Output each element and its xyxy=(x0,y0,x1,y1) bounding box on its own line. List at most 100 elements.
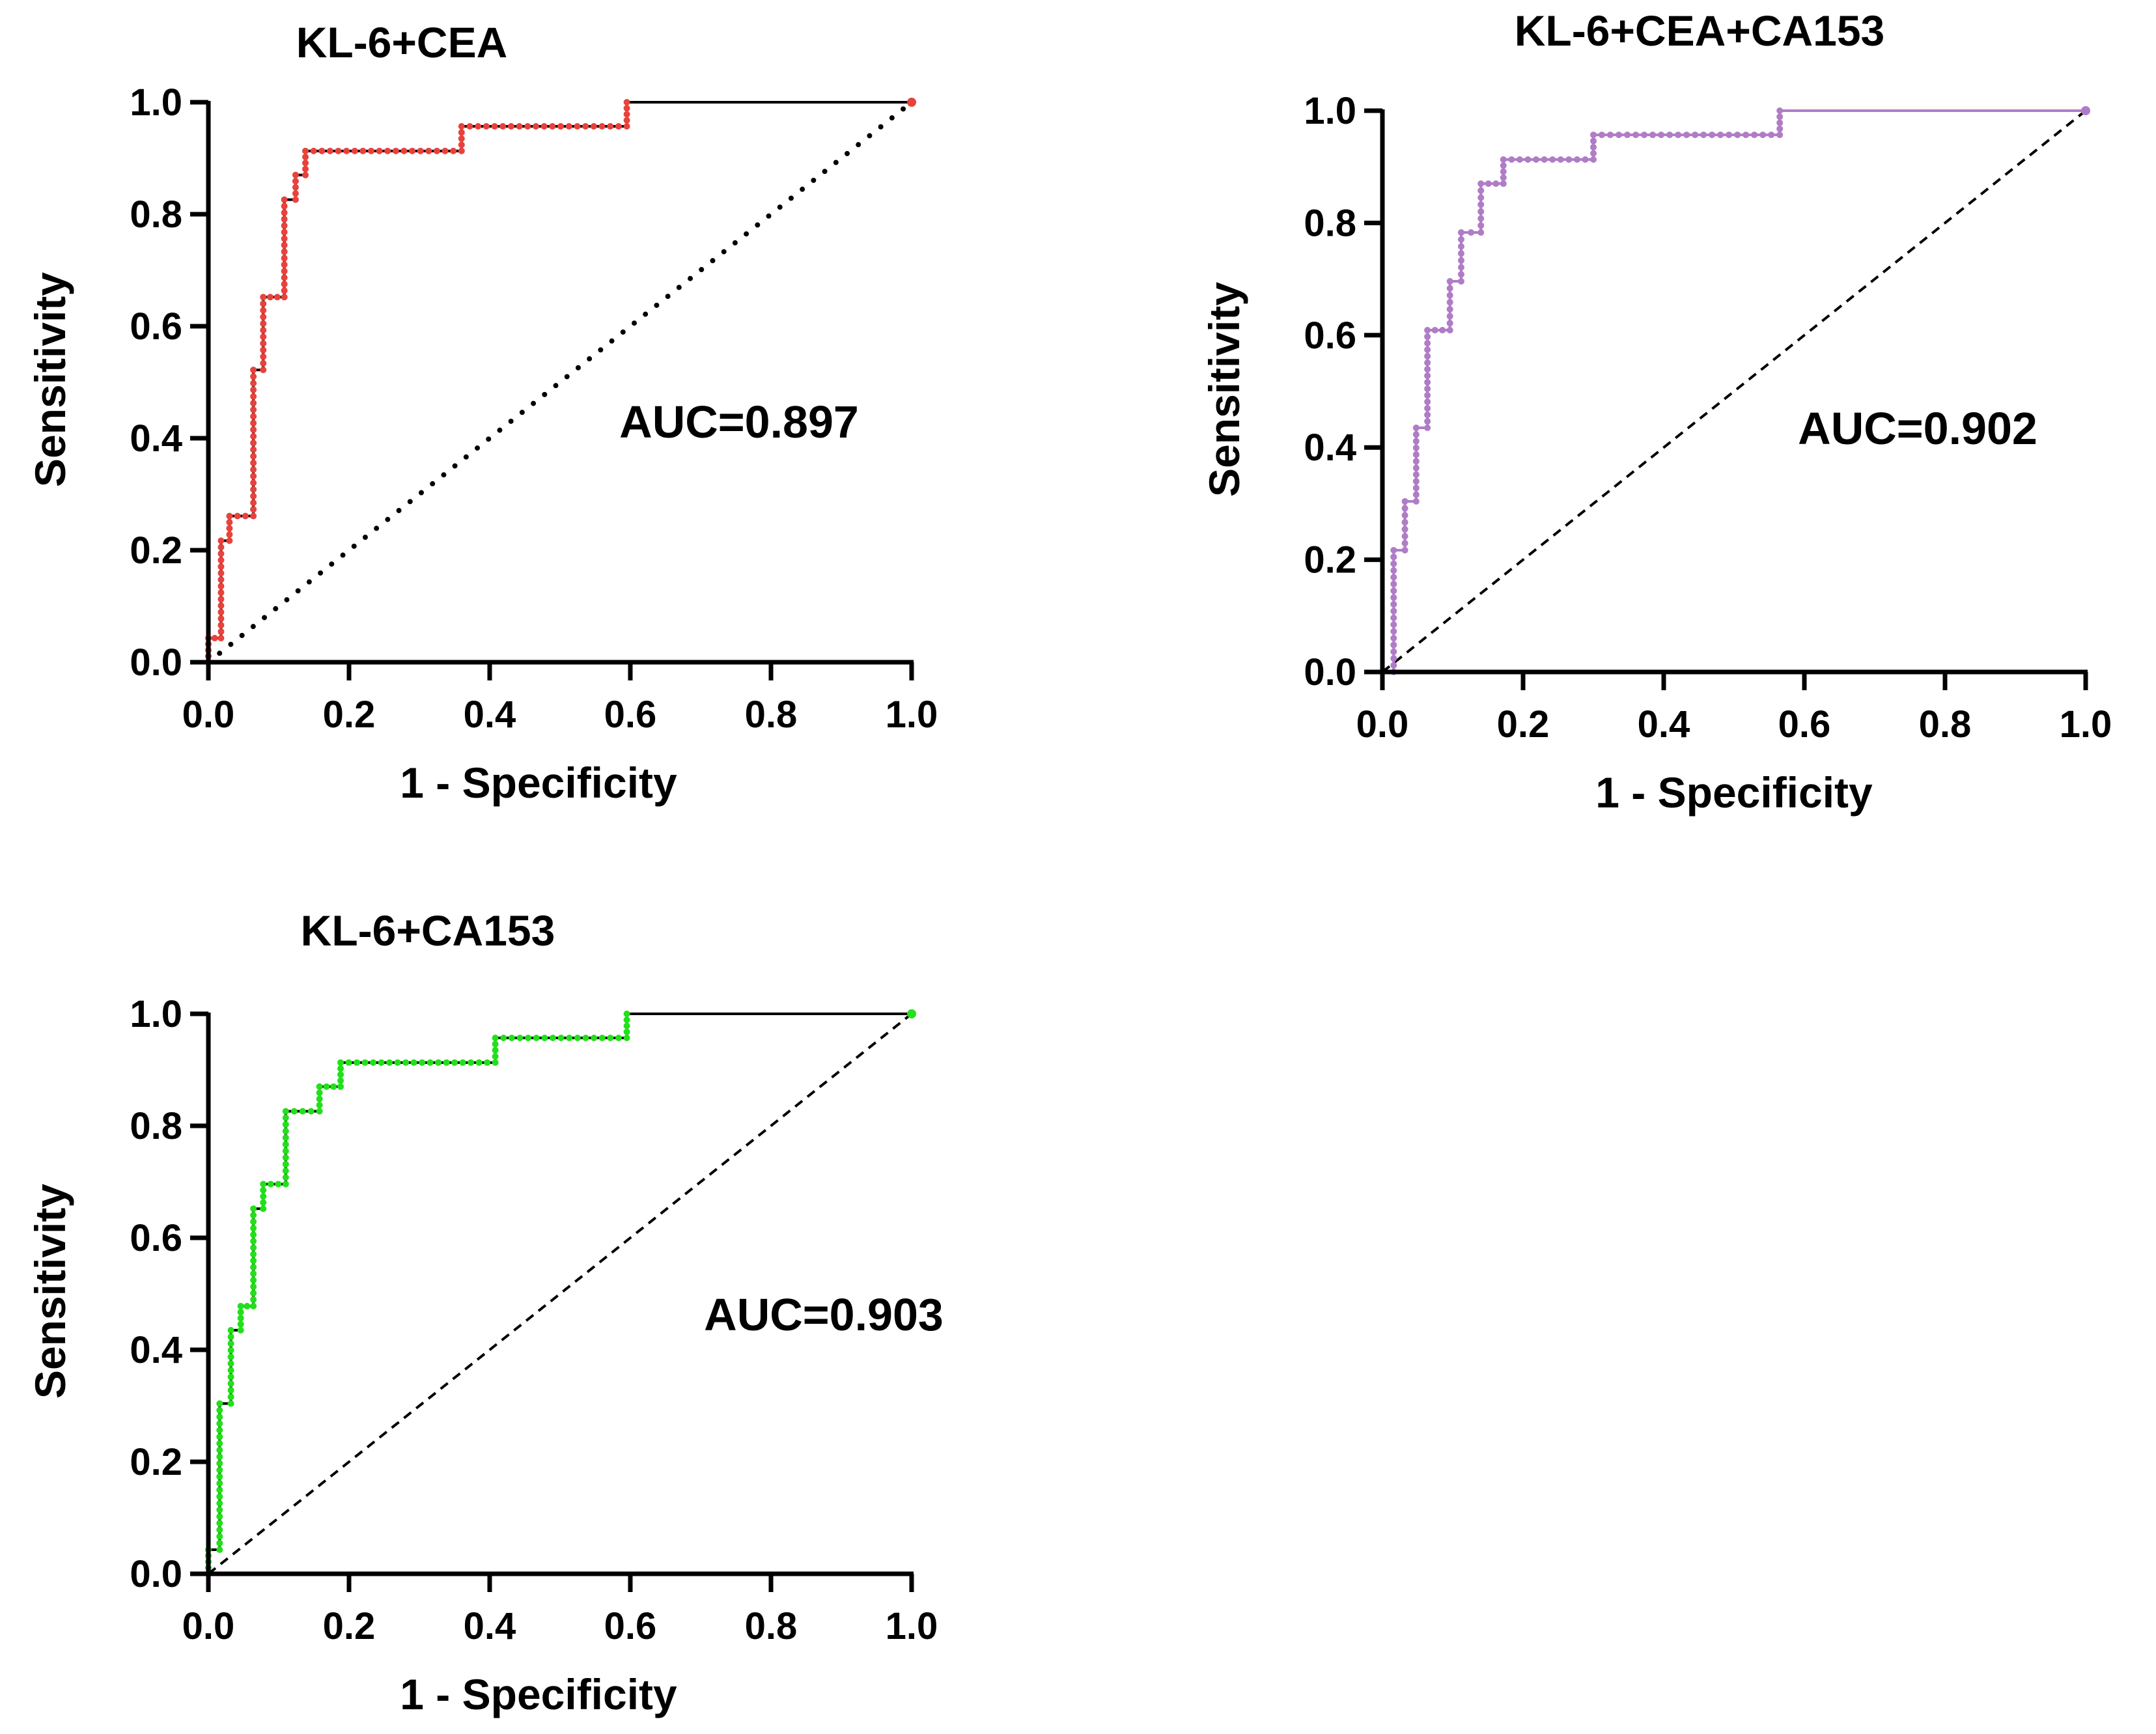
roc-point xyxy=(250,1244,257,1252)
roc-point xyxy=(292,171,299,178)
roc-point xyxy=(234,512,241,520)
roc-point xyxy=(281,242,288,249)
roc-point xyxy=(260,294,267,301)
roc-point xyxy=(2081,106,2090,115)
roc-point xyxy=(282,1160,289,1168)
roc-point xyxy=(907,1009,916,1018)
roc-point xyxy=(250,1277,257,1284)
roc-point xyxy=(260,313,267,320)
roc-point xyxy=(211,635,218,642)
roc-point xyxy=(1457,271,1464,278)
roc-point xyxy=(359,147,367,154)
roc-point xyxy=(281,261,288,268)
roc-point xyxy=(409,147,416,154)
roc-point xyxy=(417,147,424,154)
roc-point xyxy=(443,1059,450,1066)
roc-point xyxy=(275,1181,282,1188)
roc-point xyxy=(1641,132,1648,139)
roc-point xyxy=(1401,525,1408,533)
roc-point xyxy=(281,287,288,294)
roc-point xyxy=(1390,587,1397,594)
roc-point xyxy=(250,406,257,413)
roc-point xyxy=(260,1205,267,1212)
roc-point xyxy=(250,1257,257,1265)
roc-point xyxy=(1412,484,1420,492)
roc-point xyxy=(1424,425,1431,432)
roc-point xyxy=(1446,320,1453,327)
roc-point xyxy=(260,340,267,347)
roc-point xyxy=(337,1083,344,1090)
roc-point xyxy=(242,512,249,520)
roc-point xyxy=(316,1095,323,1102)
x-tick-label: 0.2 xyxy=(323,1605,376,1647)
roc-point xyxy=(302,160,309,167)
roc-point xyxy=(250,466,257,473)
roc-point xyxy=(361,1059,369,1066)
roc-point xyxy=(1700,132,1707,139)
roc-point xyxy=(1390,560,1397,567)
roc-point xyxy=(326,147,333,154)
roc-point xyxy=(250,413,257,420)
roc-point xyxy=(1401,512,1408,519)
roc-point xyxy=(607,1034,614,1041)
roc-point xyxy=(217,635,225,642)
roc-point xyxy=(516,1034,524,1041)
roc-point xyxy=(310,147,317,154)
roc-point xyxy=(1500,162,1507,169)
roc-point xyxy=(1457,278,1464,285)
roc-point xyxy=(1390,635,1397,642)
roc-point xyxy=(1446,299,1453,306)
roc-point xyxy=(508,1034,515,1041)
roc-point xyxy=(260,300,267,307)
roc-point xyxy=(1424,405,1431,412)
roc-point xyxy=(615,1034,622,1041)
roc-point xyxy=(260,1199,267,1206)
roc-point xyxy=(1401,519,1408,526)
y-tick-label: 0.0 xyxy=(130,1553,182,1595)
x-axis-label: 1 - Specificity xyxy=(400,759,677,807)
roc-point xyxy=(1607,132,1614,139)
roc-point xyxy=(1390,580,1397,587)
roc-point xyxy=(282,1181,289,1188)
roc-point xyxy=(1632,132,1640,139)
x-tick-label: 0.8 xyxy=(745,693,798,736)
roc-point xyxy=(491,122,498,130)
auc-annotation: AUC=0.897 xyxy=(619,397,859,447)
roc-point xyxy=(227,1400,234,1407)
roc-point xyxy=(250,473,257,480)
roc-point xyxy=(1412,491,1420,498)
roc-point xyxy=(1390,614,1397,621)
y-tick-label: 0.2 xyxy=(130,529,182,572)
roc-point xyxy=(458,122,465,130)
roc-point xyxy=(1412,444,1420,451)
roc-point xyxy=(302,171,309,178)
y-tick-label: 1.0 xyxy=(130,993,182,1035)
y-axis-label: Sensitivity xyxy=(26,1184,74,1399)
roc-point xyxy=(260,333,267,341)
roc-point xyxy=(307,1108,315,1115)
roc-point xyxy=(316,1108,323,1115)
roc-point xyxy=(216,1420,223,1427)
roc-point xyxy=(250,1231,257,1238)
roc-point xyxy=(623,1022,630,1029)
roc-point xyxy=(1734,132,1741,139)
roc-point xyxy=(419,1059,426,1066)
roc-point xyxy=(1573,156,1580,163)
roc-point xyxy=(227,1353,234,1360)
roc-point xyxy=(281,229,288,236)
roc-point xyxy=(623,1016,630,1024)
x-tick-label: 0.8 xyxy=(745,1605,798,1647)
roc-point xyxy=(435,1059,442,1066)
roc-point xyxy=(459,1059,466,1066)
roc-point xyxy=(582,122,589,130)
roc-point xyxy=(1401,497,1408,505)
roc-point xyxy=(250,367,257,374)
roc-point xyxy=(250,506,257,513)
roc-point xyxy=(400,147,408,154)
roc-point xyxy=(337,1071,344,1078)
roc-point xyxy=(216,1460,223,1467)
roc-point xyxy=(216,1500,223,1507)
roc-point xyxy=(623,1028,630,1035)
roc-point xyxy=(1776,125,1784,132)
